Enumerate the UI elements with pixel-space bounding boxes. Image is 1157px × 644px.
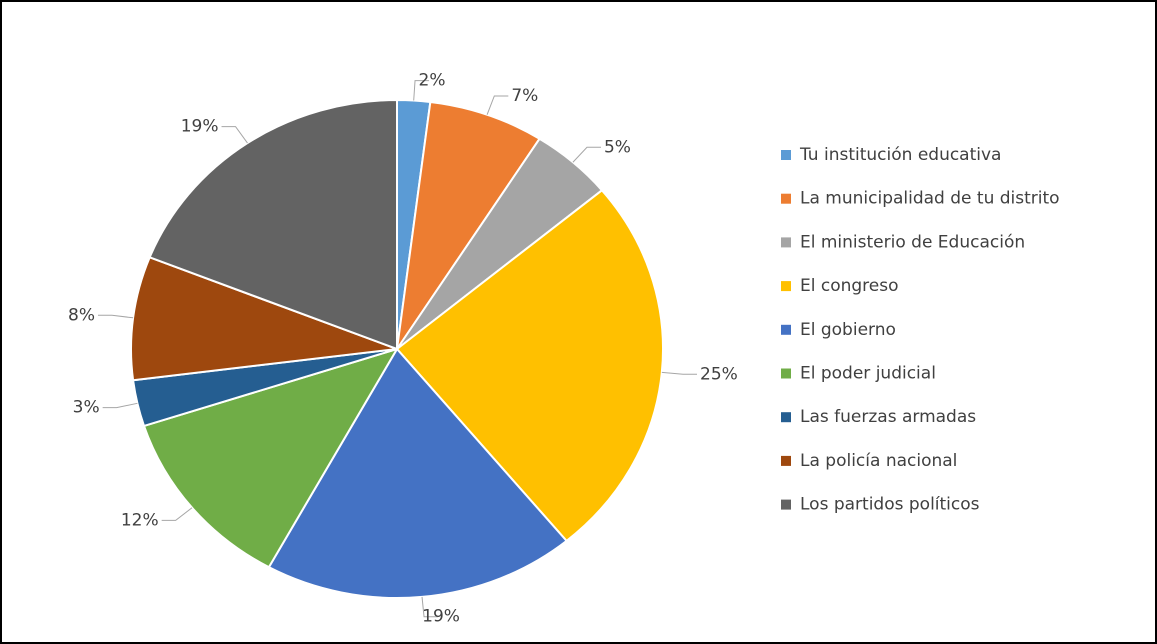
leader-line [421, 596, 439, 618]
legend-label: El ministerio de Educación [800, 232, 1025, 252]
data-label: 2% [419, 71, 446, 91]
pie-slice [142, 347, 400, 569]
leader-line [572, 146, 601, 163]
legend-label: El poder judicial [800, 364, 936, 384]
legend-swatch [781, 193, 791, 204]
leader-line [413, 80, 430, 101]
pie-slice [395, 188, 664, 543]
legend-label: Las fuerzas armadas [800, 407, 976, 427]
pie-slice [267, 347, 569, 599]
legend-label: El congreso [800, 276, 899, 296]
data-label: 8% [68, 305, 95, 325]
legend-swatch [781, 412, 791, 423]
data-label: 25% [700, 364, 738, 384]
legend-label: Los partidos políticos [800, 495, 980, 515]
legend-label: La municipalidad de tu distrito [800, 189, 1060, 209]
legend-label: Tu institución educativa [799, 145, 1001, 165]
leader-line [486, 95, 509, 115]
leader-line [102, 402, 138, 409]
data-label: 3% [73, 398, 100, 418]
data-label: 19% [181, 117, 219, 137]
leader-line [661, 371, 698, 375]
data-label: 12% [121, 510, 159, 530]
leader-line [221, 126, 248, 144]
data-label: 19% [422, 607, 460, 627]
legend-label: El gobierno [800, 320, 896, 340]
data-label: 5% [604, 137, 631, 157]
legend-swatch [781, 150, 791, 160]
data-label: 7% [511, 86, 538, 106]
legend-swatch [781, 324, 791, 335]
legend-swatch [781, 499, 791, 510]
legend-swatch [781, 281, 791, 292]
leader-line [161, 507, 193, 521]
legend-swatch [781, 237, 791, 248]
legend-swatch [781, 368, 791, 379]
legend-swatch [781, 455, 791, 466]
pie-slice [396, 100, 541, 350]
leader-line [97, 314, 134, 319]
legend-label: La policía nacional [800, 451, 957, 471]
